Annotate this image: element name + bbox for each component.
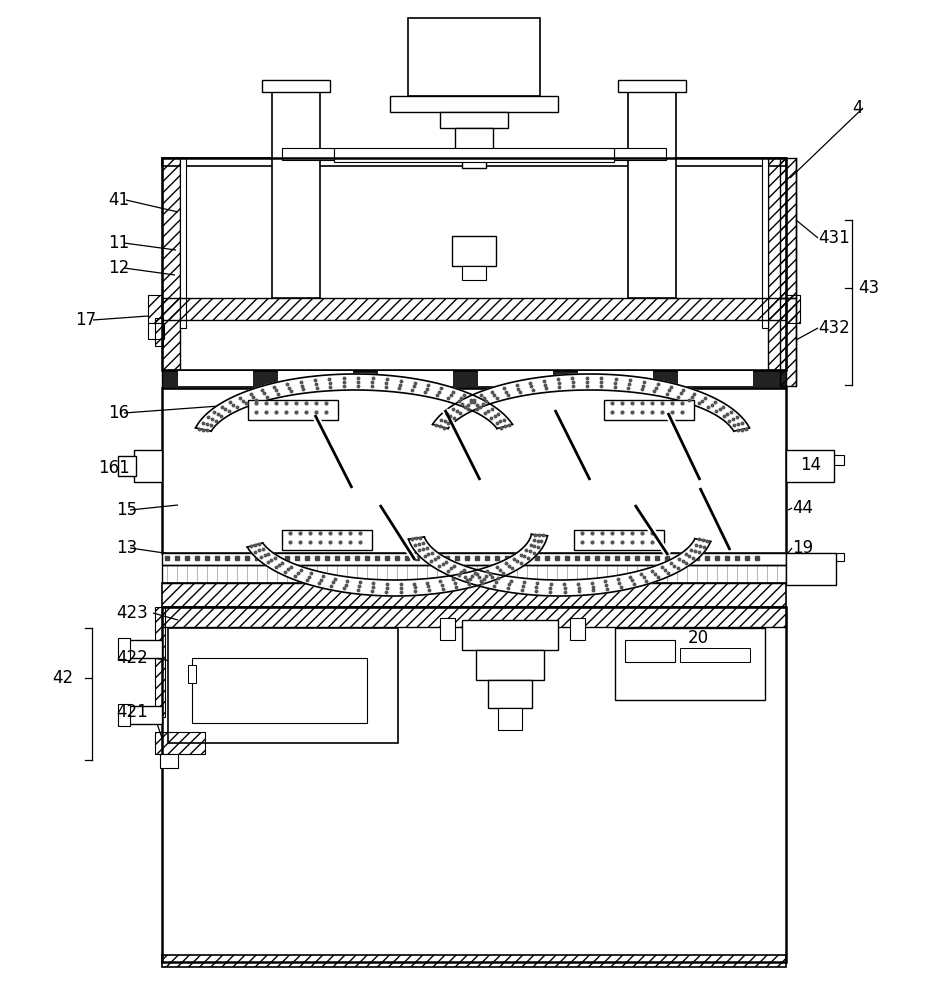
Bar	[680, 648, 750, 662]
Bar	[478, 371, 553, 386]
Bar	[162, 158, 180, 370]
Bar	[440, 618, 455, 640]
Bar	[786, 553, 844, 561]
Bar	[128, 706, 162, 724]
Bar	[160, 754, 178, 768]
Bar	[768, 158, 786, 370]
Bar	[614, 148, 666, 160]
Text: 431: 431	[818, 229, 850, 247]
Bar	[248, 400, 338, 420]
Bar	[462, 620, 558, 650]
Bar	[618, 80, 686, 92]
Bar	[162, 158, 786, 370]
Bar	[155, 318, 163, 346]
Text: 19: 19	[792, 539, 813, 557]
Bar	[440, 112, 508, 128]
Bar	[488, 680, 532, 708]
Bar	[462, 266, 486, 280]
Bar	[786, 553, 836, 585]
Bar	[780, 298, 796, 386]
Bar	[162, 607, 786, 962]
Polygon shape	[432, 374, 750, 431]
Bar	[615, 628, 765, 700]
Bar	[155, 732, 205, 754]
Bar	[462, 150, 486, 168]
Bar	[282, 148, 334, 160]
Bar	[282, 530, 372, 550]
Bar	[452, 236, 496, 266]
Bar	[278, 371, 353, 386]
Bar	[155, 607, 165, 717]
Bar	[408, 18, 540, 96]
Text: 16: 16	[108, 404, 129, 422]
Bar	[786, 455, 844, 465]
Polygon shape	[247, 534, 548, 596]
Bar	[455, 128, 493, 150]
Bar	[128, 640, 162, 658]
Bar	[188, 665, 196, 683]
Bar	[498, 708, 522, 730]
Text: 11: 11	[108, 234, 129, 252]
Bar	[578, 371, 653, 386]
Bar	[148, 323, 164, 339]
Bar	[148, 295, 162, 323]
Bar	[192, 658, 367, 723]
Bar	[118, 638, 130, 660]
Text: 14: 14	[800, 456, 821, 474]
Text: 432: 432	[818, 319, 850, 337]
Text: 44: 44	[792, 499, 813, 517]
Bar	[262, 80, 330, 92]
Bar	[780, 158, 796, 298]
Bar	[390, 96, 558, 112]
Bar	[378, 371, 453, 386]
Bar	[180, 158, 186, 328]
Bar	[118, 456, 136, 476]
Bar	[178, 371, 253, 386]
Bar	[762, 158, 768, 328]
Bar	[625, 640, 675, 662]
Polygon shape	[195, 374, 513, 431]
Bar	[162, 607, 786, 627]
Polygon shape	[409, 537, 711, 596]
Bar	[162, 583, 786, 607]
Bar	[162, 388, 786, 553]
Bar	[678, 371, 753, 386]
Bar	[118, 704, 130, 726]
Text: 423: 423	[116, 604, 148, 622]
Text: 421: 421	[116, 703, 148, 721]
Text: 41: 41	[108, 191, 129, 209]
Bar	[272, 84, 320, 298]
Text: 17: 17	[75, 311, 96, 329]
Bar	[162, 370, 786, 388]
Bar	[162, 158, 786, 166]
Bar	[162, 955, 786, 967]
Bar	[476, 650, 544, 680]
Bar	[162, 553, 786, 565]
Text: 43: 43	[858, 279, 879, 297]
Bar	[570, 618, 585, 640]
Text: 422: 422	[116, 649, 148, 667]
Text: 4: 4	[852, 99, 863, 117]
Bar	[334, 148, 614, 162]
Text: 13: 13	[116, 539, 137, 557]
Bar	[628, 84, 676, 298]
Text: 12: 12	[108, 259, 129, 277]
Bar	[168, 628, 398, 743]
Text: 161: 161	[98, 459, 129, 477]
Bar	[604, 400, 694, 420]
Bar	[162, 565, 786, 583]
Bar	[574, 530, 664, 550]
Text: 20: 20	[688, 629, 709, 647]
Text: 15: 15	[116, 501, 137, 519]
Bar	[786, 295, 800, 323]
Bar	[786, 450, 834, 482]
Bar	[162, 298, 786, 320]
Text: 42: 42	[52, 669, 73, 687]
Bar	[134, 450, 162, 482]
